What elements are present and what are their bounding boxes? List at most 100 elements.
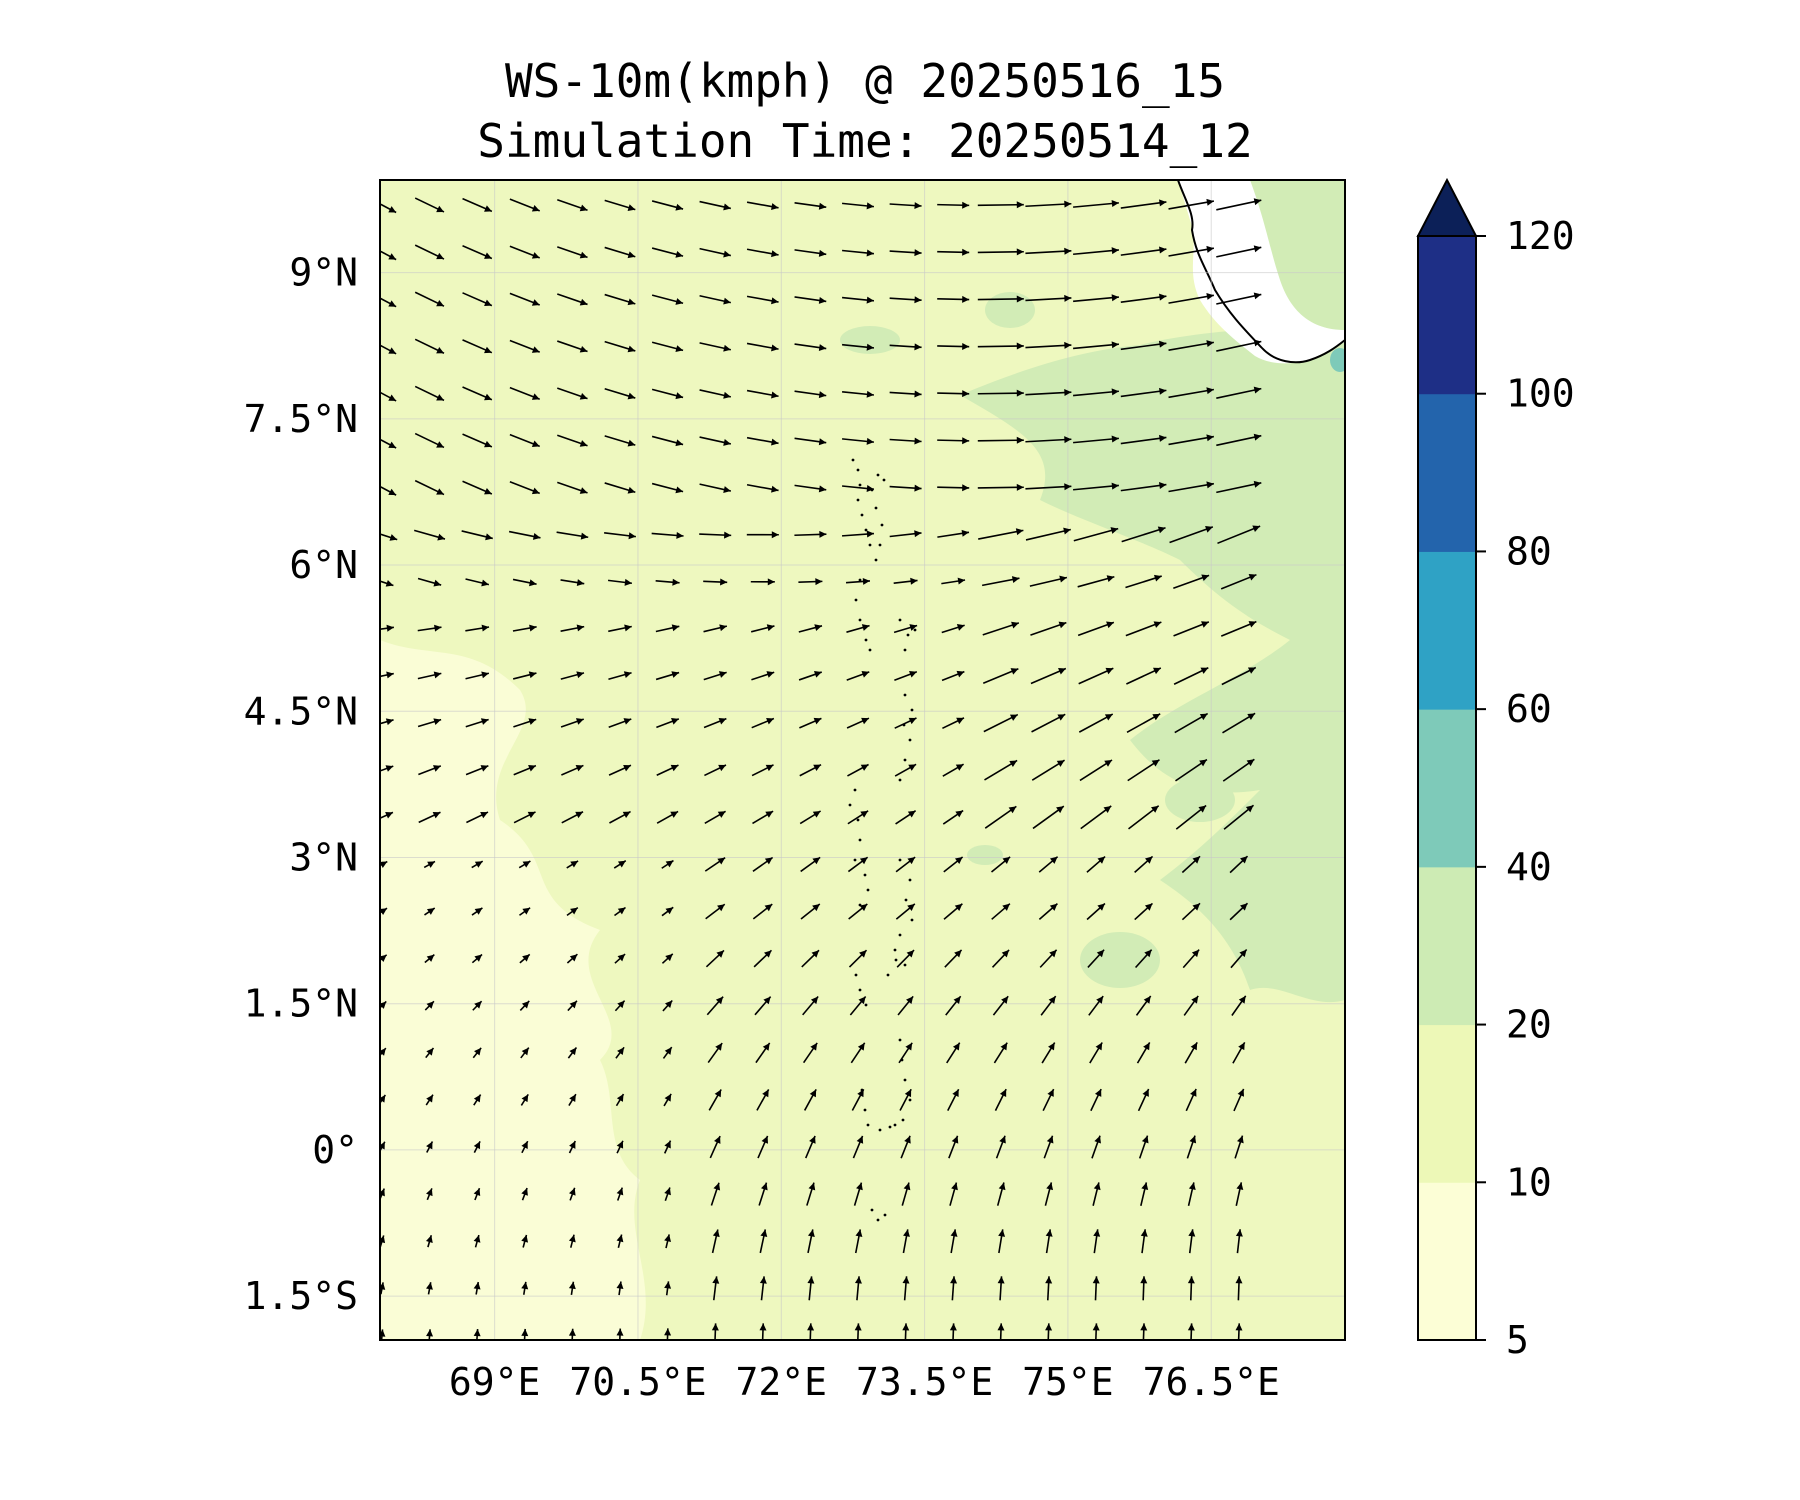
colorbar-label: 60	[1506, 687, 1552, 731]
atoll-dot	[904, 898, 908, 902]
wind-arrow	[1073, 247, 1119, 256]
wind-arrow	[604, 387, 636, 400]
wind-arrow	[1135, 995, 1152, 1016]
lat-tick-label: 9°N	[289, 251, 358, 295]
atoll-dot	[853, 858, 857, 862]
wind-arrow	[842, 485, 874, 492]
wind-arrow	[1120, 293, 1167, 304]
atoll-dot	[888, 1125, 892, 1129]
colorbar-frame	[1417, 235, 1477, 1341]
atoll-dot	[858, 483, 862, 487]
atoll-dot	[878, 1128, 882, 1132]
wind-arrow	[1222, 758, 1255, 782]
atoll-dot	[878, 543, 882, 547]
wind-arrow	[1140, 1182, 1149, 1206]
wind-arrow	[746, 248, 779, 258]
wind-arrow	[941, 624, 965, 634]
atoll-dot	[908, 878, 912, 882]
atoll-dot	[863, 1108, 867, 1112]
lat-tick-label: 1.5°S	[244, 1274, 358, 1318]
wind-arrow	[1140, 1323, 1148, 1340]
wind-arrow	[699, 531, 732, 539]
wind-arrow	[902, 1323, 910, 1340]
wind-vectors	[380, 197, 1262, 1340]
wind-arrow	[512, 624, 537, 632]
wind-arrow	[662, 999, 673, 1012]
wind-arrow	[941, 577, 966, 585]
wind-arrow	[1088, 995, 1104, 1016]
wind-arrow	[1025, 483, 1072, 491]
breezy-patch	[1080, 932, 1160, 988]
wind-arrow	[901, 1182, 911, 1206]
wind-arrow	[664, 1234, 672, 1249]
wind-arrow	[1230, 948, 1248, 969]
wind-arrow	[1168, 245, 1215, 257]
wind-arrow	[380, 954, 388, 962]
wind-arrow	[1235, 1276, 1243, 1301]
wind-arrow	[709, 1135, 721, 1159]
lat-tick-label: 4.5°N	[244, 689, 358, 733]
wind-arrow	[655, 578, 680, 586]
chart-title: WS-10m(kmph) @ 20250516_15	[504, 54, 1226, 108]
wind-arrow	[944, 949, 963, 968]
wind-arrow	[519, 907, 531, 916]
wind-arrow	[424, 1000, 435, 1011]
colorbar-segment	[1418, 393, 1476, 552]
wind-arrow	[1232, 1041, 1246, 1064]
wind-arrow	[984, 805, 1017, 829]
wind-arrow	[1221, 666, 1257, 686]
wind-arrow	[977, 201, 1024, 209]
wind-arrow	[1120, 340, 1167, 351]
wind-arrow	[937, 343, 970, 351]
wind-arrow	[661, 953, 674, 964]
atoll-dot	[898, 933, 902, 937]
wind-arrow	[1073, 388, 1119, 397]
wind-arrow	[1169, 525, 1214, 544]
wind-arrow	[1025, 389, 1072, 397]
wind-arrow	[1231, 995, 1247, 1016]
wind-arrow	[750, 578, 775, 586]
wind-arrow	[889, 296, 922, 304]
wind-arrow	[1222, 712, 1256, 734]
wind-arrow	[568, 1093, 577, 1107]
atoll-dot	[858, 578, 862, 582]
chart-subtitle: Simulation Time: 20250514_12	[477, 114, 1253, 168]
wind-arrow	[1125, 621, 1162, 637]
wind-arrow	[661, 859, 674, 869]
wind-arrow	[520, 1093, 529, 1106]
wind-arrow	[616, 1140, 624, 1154]
wind-arrow	[414, 338, 445, 354]
wind-arrow	[656, 810, 679, 824]
wind-arrow	[889, 484, 922, 492]
wind-arrow	[1120, 387, 1167, 398]
wind-arrow	[1121, 526, 1166, 543]
wind-arrow	[949, 1323, 957, 1340]
wind-arrow	[1216, 198, 1262, 211]
wind-arrow	[1126, 713, 1161, 734]
colorbar: 5 10 20 40 60 80 100 120	[1416, 177, 1575, 1362]
wind-arrow	[751, 764, 774, 777]
wind-arrow	[750, 624, 775, 633]
atoll-dot	[903, 758, 907, 762]
wind-arrow	[896, 949, 915, 968]
wind-arrow	[794, 390, 827, 399]
wind-arrow	[509, 386, 540, 400]
wind-arrow	[752, 810, 774, 825]
wind-arrow	[704, 810, 726, 824]
atoll-dot	[856, 818, 860, 822]
wind-arrow	[651, 531, 684, 539]
wind-arrow	[380, 438, 397, 449]
land-breezy-region	[1250, 180, 1345, 330]
wind-arrow	[977, 436, 1024, 444]
wind-arrow	[746, 201, 779, 211]
wind-arrow	[842, 296, 874, 304]
wind-arrow	[746, 483, 779, 493]
wind-arrow	[978, 528, 1024, 540]
wind-arrow	[656, 764, 679, 776]
wind-arrow	[705, 949, 725, 968]
wind-arrow	[707, 1042, 723, 1064]
atoll-dot	[854, 598, 858, 602]
wind-arrow	[1182, 949, 1200, 969]
wind-arrow	[899, 1088, 912, 1111]
colorbar-segment	[1418, 1182, 1476, 1341]
